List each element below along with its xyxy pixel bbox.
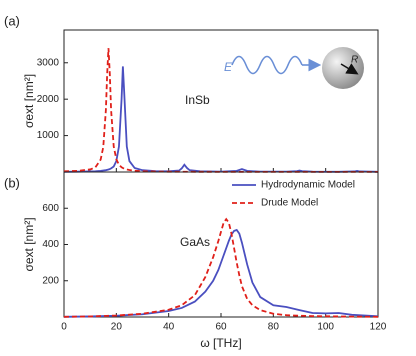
material-label: GaAs <box>180 235 210 249</box>
x-tick-label: 120 <box>370 322 387 333</box>
inset-wave <box>231 55 303 75</box>
x-tick-label: 80 <box>268 322 280 333</box>
legend-label: Drude Model <box>261 198 318 209</box>
x-axis-label: ω [THz] <box>200 336 241 350</box>
y-tick-label: 400 <box>42 239 59 250</box>
plot-frame <box>63 171 379 318</box>
y-axis-label: σext [nm²] <box>22 217 36 271</box>
inset-sphere <box>322 47 364 89</box>
y-tick-label: 3000 <box>37 57 60 68</box>
panel-label: (a) <box>4 13 20 28</box>
inset-field-label: E <box>224 60 233 74</box>
y-tick-label: 1000 <box>37 130 60 141</box>
legend-label: Hydrodynamic Model <box>261 180 355 191</box>
x-tick-label: 0 <box>61 322 67 333</box>
panel-label: (b) <box>4 175 20 190</box>
series-line <box>63 217 379 318</box>
inset-radius-arrow <box>340 63 359 75</box>
x-tick-label: 20 <box>111 322 123 333</box>
inset-radius-label: R <box>351 55 358 66</box>
y-tick-label: 600 <box>42 203 59 214</box>
x-tick-label: 60 <box>215 322 227 333</box>
material-label: InSb <box>185 93 210 107</box>
y-tick-label: 200 <box>42 275 59 286</box>
y-axis-label: σext [nm²] <box>22 74 36 128</box>
x-tick-label: 40 <box>163 322 175 333</box>
y-tick-label: 2000 <box>37 94 60 105</box>
series-line <box>63 228 379 318</box>
x-tick-label: 100 <box>317 322 334 333</box>
